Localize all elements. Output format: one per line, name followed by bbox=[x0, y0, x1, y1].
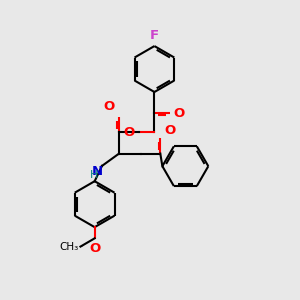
Text: O: O bbox=[124, 126, 135, 139]
Text: O: O bbox=[104, 100, 115, 113]
Text: H: H bbox=[89, 170, 98, 180]
Text: F: F bbox=[150, 29, 159, 42]
Text: methyl: methyl bbox=[79, 245, 83, 247]
Text: O: O bbox=[174, 107, 185, 120]
Text: O: O bbox=[89, 242, 100, 255]
Text: N: N bbox=[92, 165, 103, 178]
Text: O: O bbox=[164, 124, 176, 137]
Text: CH₃: CH₃ bbox=[60, 242, 79, 252]
